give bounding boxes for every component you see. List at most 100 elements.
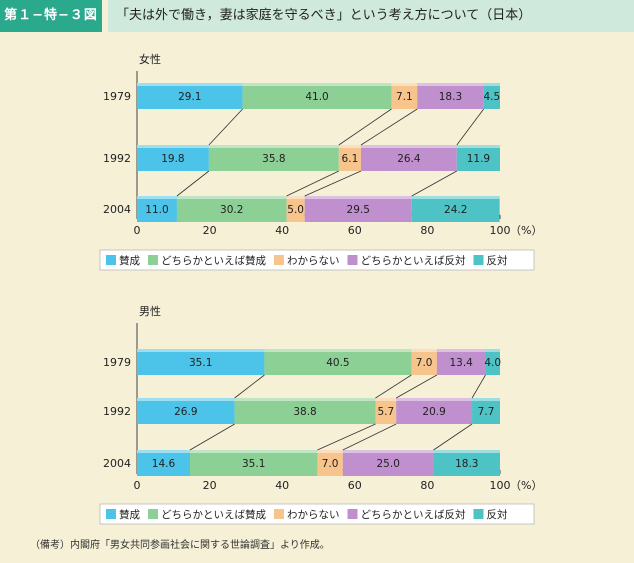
x-tick-label: 80 xyxy=(420,224,434,237)
x-tick-label: 40 xyxy=(275,224,289,237)
data-label: 4.0 xyxy=(484,357,501,369)
connector-line xyxy=(342,423,397,451)
bar-segment xyxy=(264,349,412,375)
bar-highlight xyxy=(433,450,500,453)
connector-line xyxy=(375,374,412,399)
data-label: 18.3 xyxy=(439,91,462,103)
bar-highlight xyxy=(417,83,484,86)
x-tick-label: 0 xyxy=(134,224,141,237)
legend-label: 反対 xyxy=(487,508,508,521)
legend-label: どちらかといえば反対 xyxy=(361,254,466,267)
legend-label: わからない xyxy=(287,509,340,521)
bar-segment xyxy=(286,196,305,222)
data-label: 29.5 xyxy=(347,204,370,216)
data-label: 5.0 xyxy=(287,204,304,216)
bar-segment xyxy=(234,398,376,424)
bar-highlight xyxy=(137,349,265,352)
bar-segment xyxy=(208,145,339,171)
bar-highlight xyxy=(396,398,473,401)
legend-label: わからない xyxy=(287,255,340,267)
bar-segment xyxy=(396,398,473,424)
bar-highlight xyxy=(472,398,500,401)
legend-swatch xyxy=(106,255,116,265)
bar-segment xyxy=(137,83,243,109)
data-label: 4.5 xyxy=(483,91,500,103)
data-label: 7.1 xyxy=(396,91,413,103)
bar-segment xyxy=(417,83,484,109)
bar-highlight xyxy=(264,349,412,352)
category-label: 2004 xyxy=(103,457,131,470)
bar-segment xyxy=(456,145,500,171)
bar-highlight xyxy=(485,349,500,352)
category-label: 1992 xyxy=(103,405,131,418)
bar-highlight xyxy=(360,145,457,148)
bar-segment xyxy=(137,145,209,171)
category-label: 1979 xyxy=(103,90,131,103)
bar-segment xyxy=(176,196,287,222)
x-tick-label: 60 xyxy=(348,224,362,237)
bar-highlight xyxy=(137,145,209,148)
legend-swatch xyxy=(347,509,358,519)
bar-highlight xyxy=(375,398,397,401)
legend-swatch xyxy=(274,255,284,265)
bar-segment xyxy=(242,83,392,109)
data-label: 20.9 xyxy=(422,406,445,418)
connector-line xyxy=(471,374,486,399)
x-tick-label: 60 xyxy=(348,479,362,492)
bar-highlight xyxy=(436,349,486,352)
bar-highlight xyxy=(456,145,500,148)
connector-line xyxy=(176,170,210,197)
category-label: 1979 xyxy=(103,356,131,369)
bar-segment xyxy=(304,196,412,222)
data-label: 18.3 xyxy=(455,458,478,470)
figure-header: 第１−特−３図 「夫は外で働き，妻は家庭を守るべき」という考え方について（日本） xyxy=(0,0,634,32)
bar-highlight xyxy=(189,450,318,453)
bar-highlight xyxy=(242,83,392,86)
bar-highlight xyxy=(137,83,243,86)
bar-highlight xyxy=(411,196,500,199)
bar-segment xyxy=(411,196,500,222)
legend-swatch xyxy=(148,509,158,519)
bar-segment xyxy=(342,450,434,476)
connector-line xyxy=(304,170,362,197)
connector-line xyxy=(411,170,457,197)
connector-line xyxy=(433,423,473,451)
bar-segment xyxy=(411,349,437,375)
bar-segment xyxy=(360,145,457,171)
figure-title: 「夫は外で働き，妻は家庭を守るべき」という考え方について（日本） xyxy=(108,0,634,32)
bar-segment xyxy=(338,145,361,171)
legend-label: どちらかといえば賛成 xyxy=(161,254,266,267)
data-label: 35.8 xyxy=(262,153,285,165)
bar-segment xyxy=(137,196,177,222)
data-label: 7.0 xyxy=(416,357,433,369)
connector-line xyxy=(456,108,484,146)
bar-segment xyxy=(472,398,500,424)
bar-highlight xyxy=(286,196,305,199)
legend-box xyxy=(99,503,535,525)
bar-highlight xyxy=(411,349,437,352)
data-label: 6.1 xyxy=(342,153,359,165)
bar-highlight xyxy=(137,450,190,453)
x-tick-label: 100 xyxy=(490,479,511,492)
connector-line xyxy=(189,423,235,451)
panel-title: 女性 xyxy=(139,52,161,66)
data-label: 26.9 xyxy=(174,406,197,418)
bar-segment xyxy=(137,450,190,476)
x-axis-unit: （%） xyxy=(510,479,542,492)
data-label: 30.2 xyxy=(220,204,243,216)
data-label: 13.4 xyxy=(449,357,473,369)
legend-label: 賛成 xyxy=(119,508,140,521)
bar-highlight xyxy=(176,196,287,199)
bar-segment xyxy=(189,450,318,476)
bar-segment xyxy=(375,398,397,424)
connector-line xyxy=(395,374,438,399)
legend-swatch xyxy=(347,255,358,265)
connector-line xyxy=(360,108,418,146)
legend-swatch xyxy=(274,509,284,519)
data-label: 5.7 xyxy=(377,406,394,418)
data-label: 29.1 xyxy=(178,91,201,103)
bar-segment xyxy=(317,450,343,476)
connector-line xyxy=(234,374,265,399)
data-label: 40.5 xyxy=(326,357,349,369)
x-tick-label: 40 xyxy=(275,479,289,492)
